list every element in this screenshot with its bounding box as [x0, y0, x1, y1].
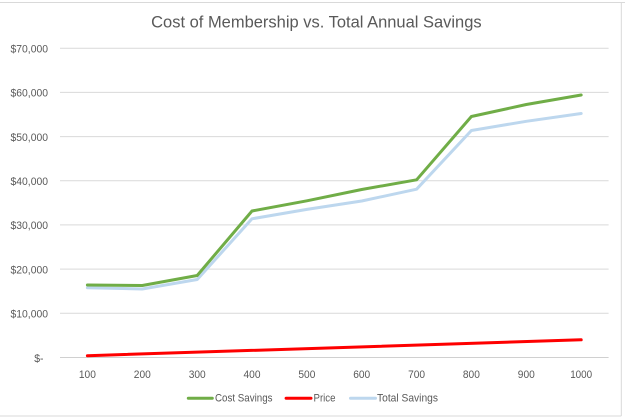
svg-text:Cost of Membership vs. Total A: Cost of Membership vs. Total Annual Savi… [151, 13, 482, 32]
svg-text:300: 300 [189, 369, 206, 381]
svg-text:$60,000: $60,000 [11, 88, 49, 100]
svg-text:$40,000: $40,000 [11, 176, 49, 188]
svg-text:$30,000: $30,000 [11, 220, 49, 232]
svg-text:Total Savings: Total Savings [377, 393, 438, 405]
svg-text:200: 200 [134, 369, 151, 381]
svg-text:700: 700 [408, 369, 425, 381]
svg-text:$-: $- [34, 353, 44, 365]
svg-text:900: 900 [518, 369, 535, 381]
svg-text:Cost Savings: Cost Savings [215, 393, 273, 405]
svg-text:800: 800 [463, 369, 480, 381]
svg-text:1000: 1000 [570, 369, 592, 381]
svg-text:$20,000: $20,000 [11, 264, 49, 276]
svg-text:400: 400 [244, 369, 261, 381]
svg-text:$70,000: $70,000 [11, 44, 49, 56]
svg-text:$50,000: $50,000 [11, 132, 49, 144]
svg-text:Price: Price [314, 393, 336, 405]
svg-text:100: 100 [79, 369, 96, 381]
svg-text:600: 600 [353, 369, 370, 381]
svg-text:$10,000: $10,000 [11, 309, 49, 321]
svg-text:500: 500 [298, 369, 315, 381]
